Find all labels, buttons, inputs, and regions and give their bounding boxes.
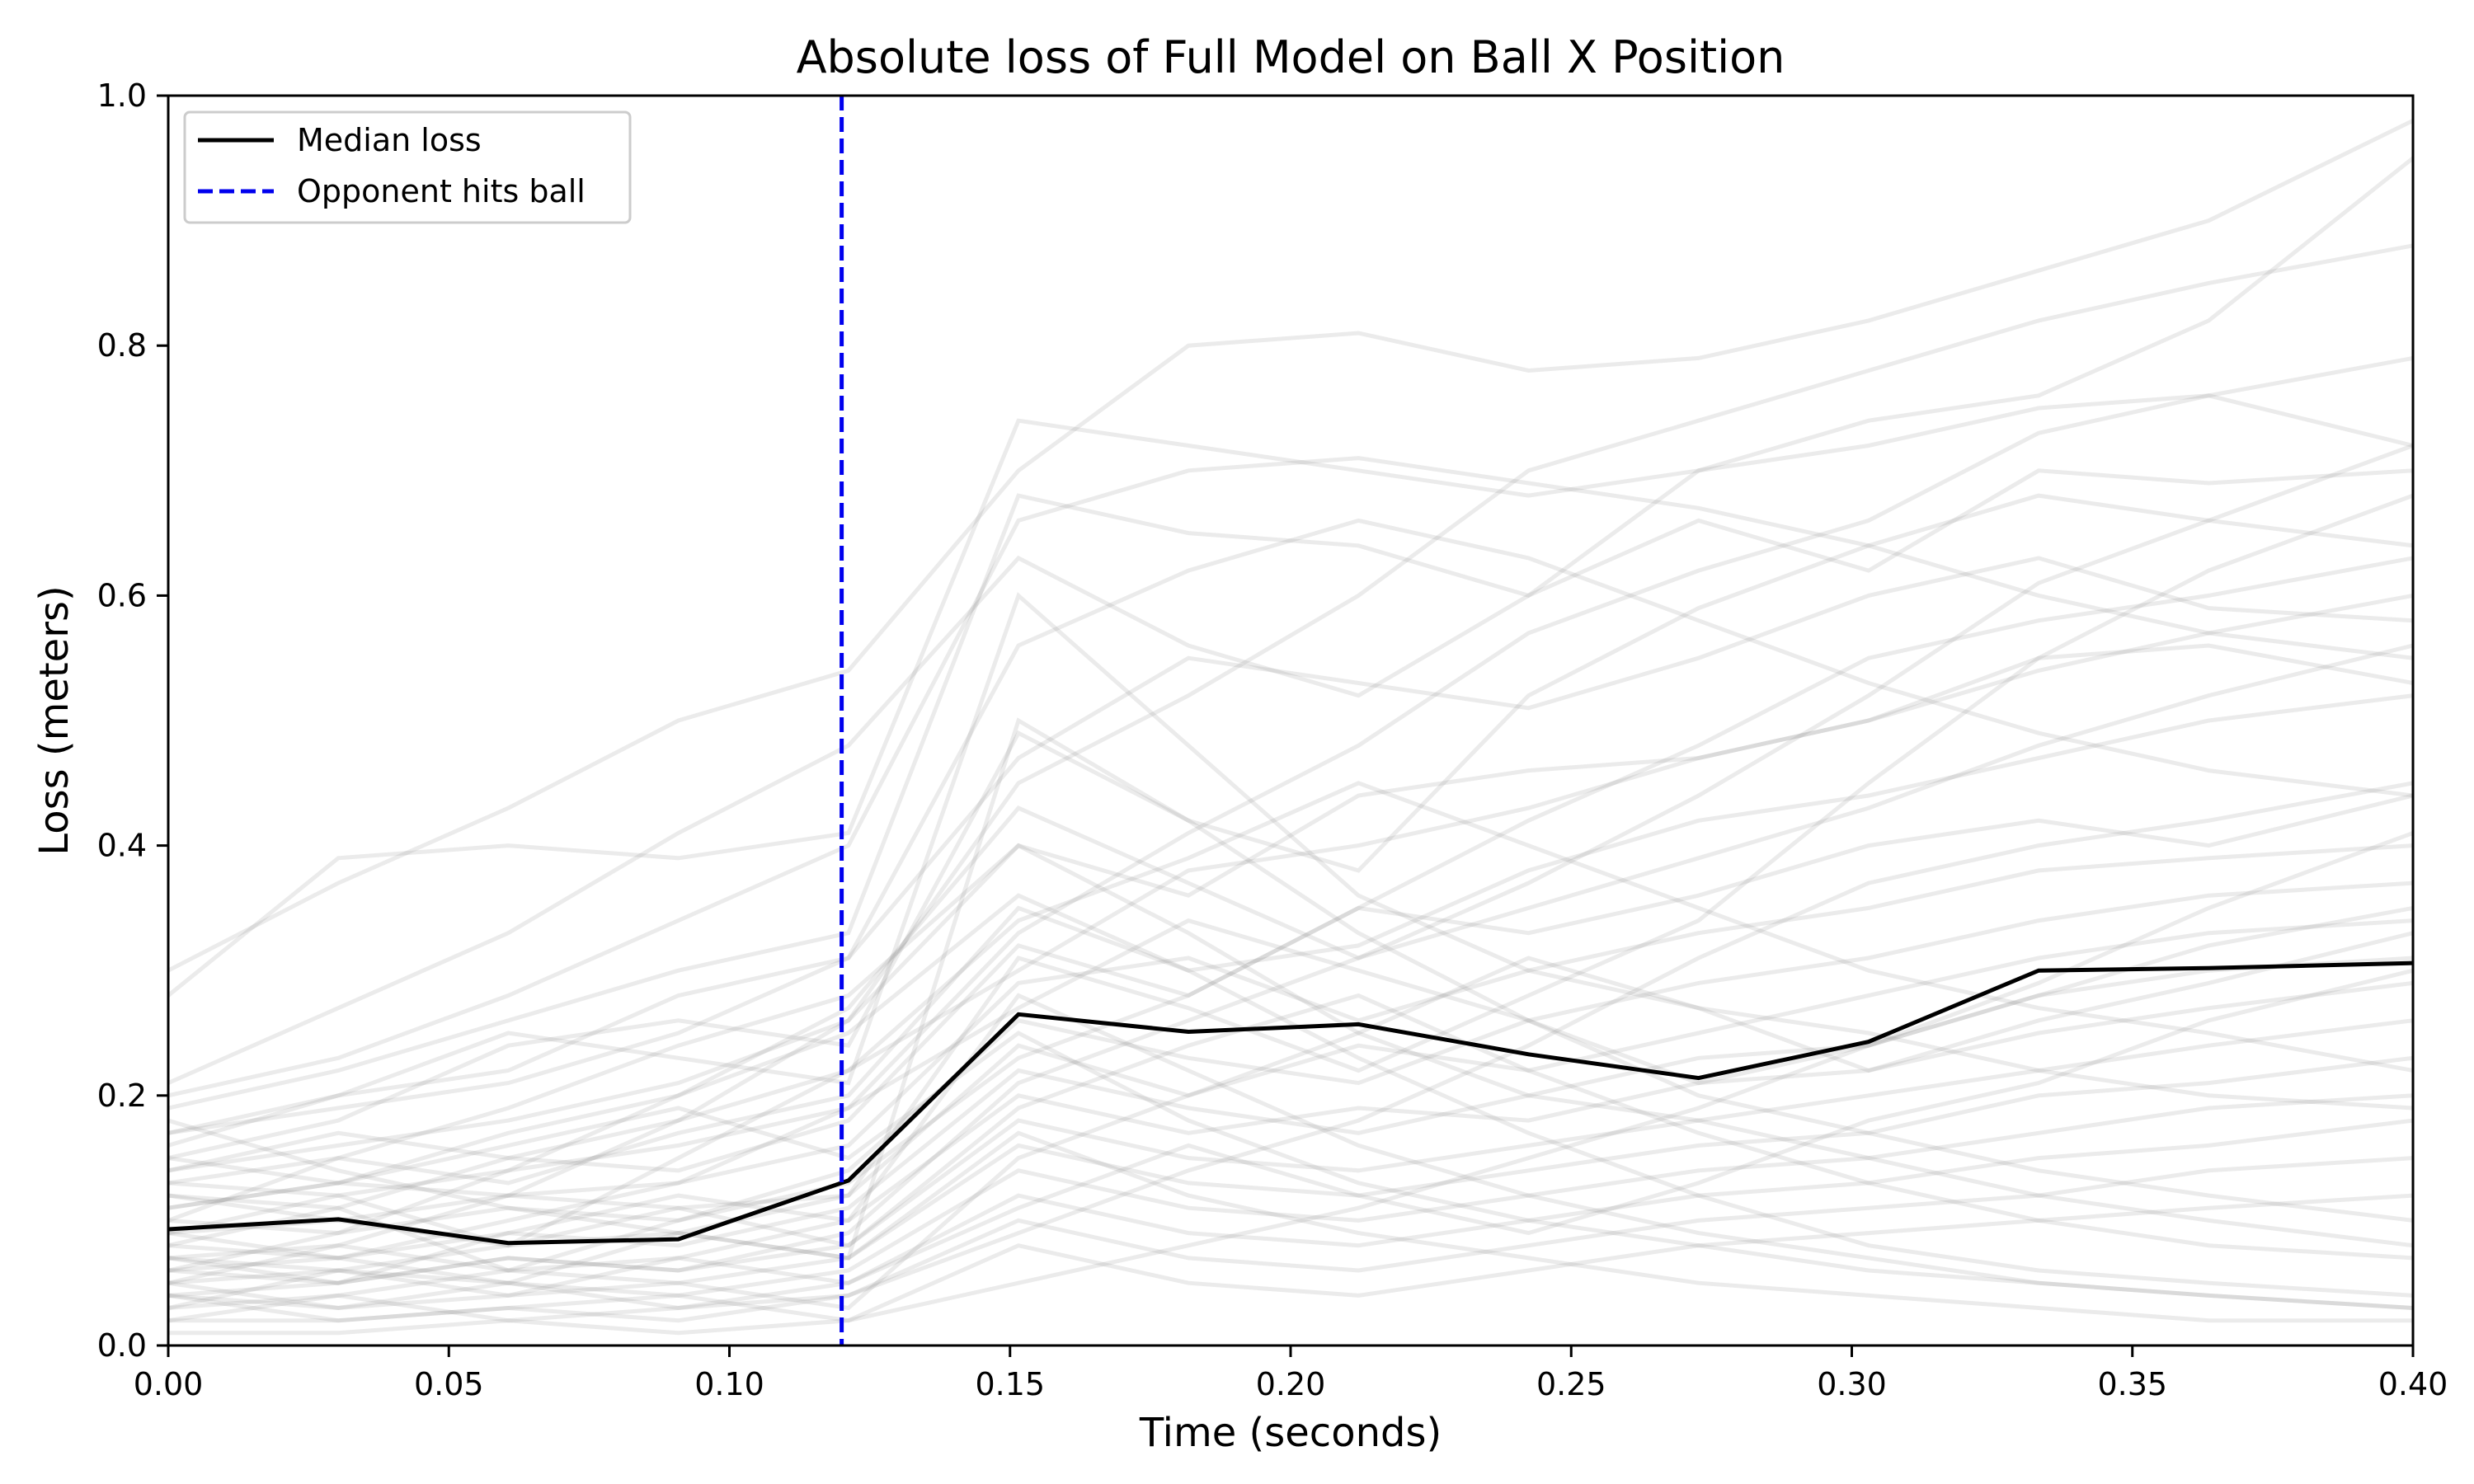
x-tick-label: 0.00 xyxy=(134,1366,204,1402)
median-loss-line xyxy=(168,960,2413,1246)
background-series-line xyxy=(168,593,2413,1248)
y-tick-label: 1.0 xyxy=(97,77,147,114)
background-series-line xyxy=(168,119,2413,973)
background-series-line xyxy=(168,1055,2413,1298)
x-axis: 0.00 0.05 0.10 0.15 0.20 0.25 0.30 0.35 0.40 xyxy=(134,1345,2448,1402)
background-series-line xyxy=(168,993,2413,1261)
x-tick-label: 0.20 xyxy=(1256,1366,1326,1402)
x-tick-label: 0.35 xyxy=(2097,1366,2167,1402)
background-series-line xyxy=(168,393,2413,1085)
background-series-line xyxy=(168,456,2413,1098)
median-series-group xyxy=(168,960,2413,1246)
background-series-line xyxy=(168,444,2413,1298)
background-series-line xyxy=(168,980,2413,1273)
background-series-line xyxy=(168,1018,2413,1285)
x-tick-label: 0.10 xyxy=(694,1366,764,1402)
background-series-line xyxy=(168,493,2413,1161)
x-tick-label: 0.15 xyxy=(975,1366,1045,1402)
background-series-line xyxy=(168,1118,2413,1323)
x-tick-label: 0.40 xyxy=(2378,1366,2448,1402)
background-series-line xyxy=(168,956,2413,1261)
legend: Median loss Opponent hits ball xyxy=(183,110,632,224)
background-series-line xyxy=(168,156,2413,998)
chart-title: Absolute loss of Full Model on Ball X Po… xyxy=(797,31,1785,83)
legend-event-label: Opponent hits ball xyxy=(297,173,586,209)
x-axis-label: Time (seconds) xyxy=(1139,1410,1442,1456)
y-tick-label: 0.2 xyxy=(97,1078,147,1114)
x-tick-label: 0.25 xyxy=(1536,1366,1606,1402)
y-tick-label: 0.4 xyxy=(97,828,147,864)
background-series-line xyxy=(168,918,2413,1248)
background-series-line xyxy=(168,1031,2413,1310)
background-series-line xyxy=(168,968,2413,1311)
background-series-line xyxy=(168,1156,2413,1323)
background-series-line xyxy=(168,717,2413,1261)
legend-median-label: Median loss xyxy=(297,122,482,158)
background-series-line xyxy=(168,693,2413,1186)
background-series-line xyxy=(168,355,2413,1261)
y-axis: 0.0 0.2 0.4 0.6 0.8 1.0 xyxy=(97,77,168,1364)
background-series-line xyxy=(168,831,2413,1323)
background-series-line xyxy=(168,518,2413,1135)
x-tick-label: 0.05 xyxy=(414,1366,484,1402)
background-series-line xyxy=(168,643,2413,1173)
y-tick-label: 0.6 xyxy=(97,577,147,613)
background-series-line xyxy=(168,556,2413,1273)
background-series-line xyxy=(168,493,2413,1310)
y-axis-label: Loss (meters) xyxy=(31,585,78,855)
background-series-line xyxy=(168,556,2413,1135)
background-series-line xyxy=(168,905,2413,1198)
y-tick-label: 0.0 xyxy=(97,1327,147,1364)
background-series-line xyxy=(168,843,2413,1248)
background-series-line xyxy=(168,781,2413,1173)
background-series-line xyxy=(168,1093,2413,1311)
x-tick-label: 0.30 xyxy=(1817,1366,1887,1402)
background-series-line xyxy=(168,643,2413,1186)
y-tick-label: 0.8 xyxy=(97,327,147,364)
background-series-line xyxy=(168,793,2413,1210)
background-series-line xyxy=(168,881,2413,1236)
background-series-line xyxy=(168,592,2413,1148)
background-series-line xyxy=(168,781,2413,1311)
background-series-line xyxy=(168,243,2413,1285)
legend-box xyxy=(183,110,632,224)
background-series-line xyxy=(168,468,2413,1111)
background-series-line xyxy=(168,1193,2413,1336)
background-series-group xyxy=(168,119,2413,1336)
background-series-line xyxy=(168,931,2413,1323)
background-series-line xyxy=(168,893,2413,1298)
background-series-line xyxy=(168,843,2413,1210)
background-series-line xyxy=(168,993,2413,1310)
